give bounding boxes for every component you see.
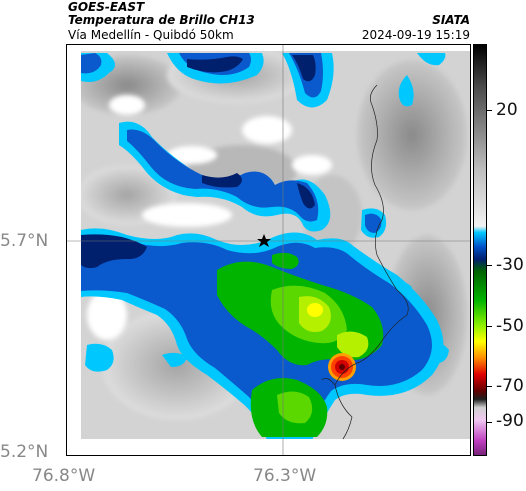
colorbar-tick-20: 20 bbox=[496, 100, 518, 120]
colorbar bbox=[473, 44, 487, 456]
product-name: Temperatura de Brillo CH13 bbox=[68, 13, 255, 27]
colorbar-tick-minus-90: -90 bbox=[496, 411, 524, 431]
colorbar-tick-minus-70: -70 bbox=[496, 376, 524, 396]
x-tick-76-8w: 76.8°W bbox=[32, 466, 96, 486]
x-tick-76-3w: 76.3°W bbox=[253, 466, 317, 486]
y-tick-5-2n: 5.2°N bbox=[0, 442, 49, 462]
star-icon bbox=[257, 234, 271, 247]
location-label: Vía Medellín - Quibdó 50km bbox=[68, 28, 234, 42]
satellite-map[interactable] bbox=[66, 44, 471, 456]
colorbar-tick-minus-30: -30 bbox=[496, 255, 524, 275]
y-tick-5-7n: 5.7°N bbox=[0, 231, 49, 251]
colorbar-tick-minus-50: -50 bbox=[496, 316, 524, 336]
satellite-name: GOES-EAST bbox=[68, 0, 145, 14]
timestamp-label: 2024-09-19 15:19 bbox=[361, 28, 470, 42]
brand-label: SIATA bbox=[432, 13, 470, 27]
